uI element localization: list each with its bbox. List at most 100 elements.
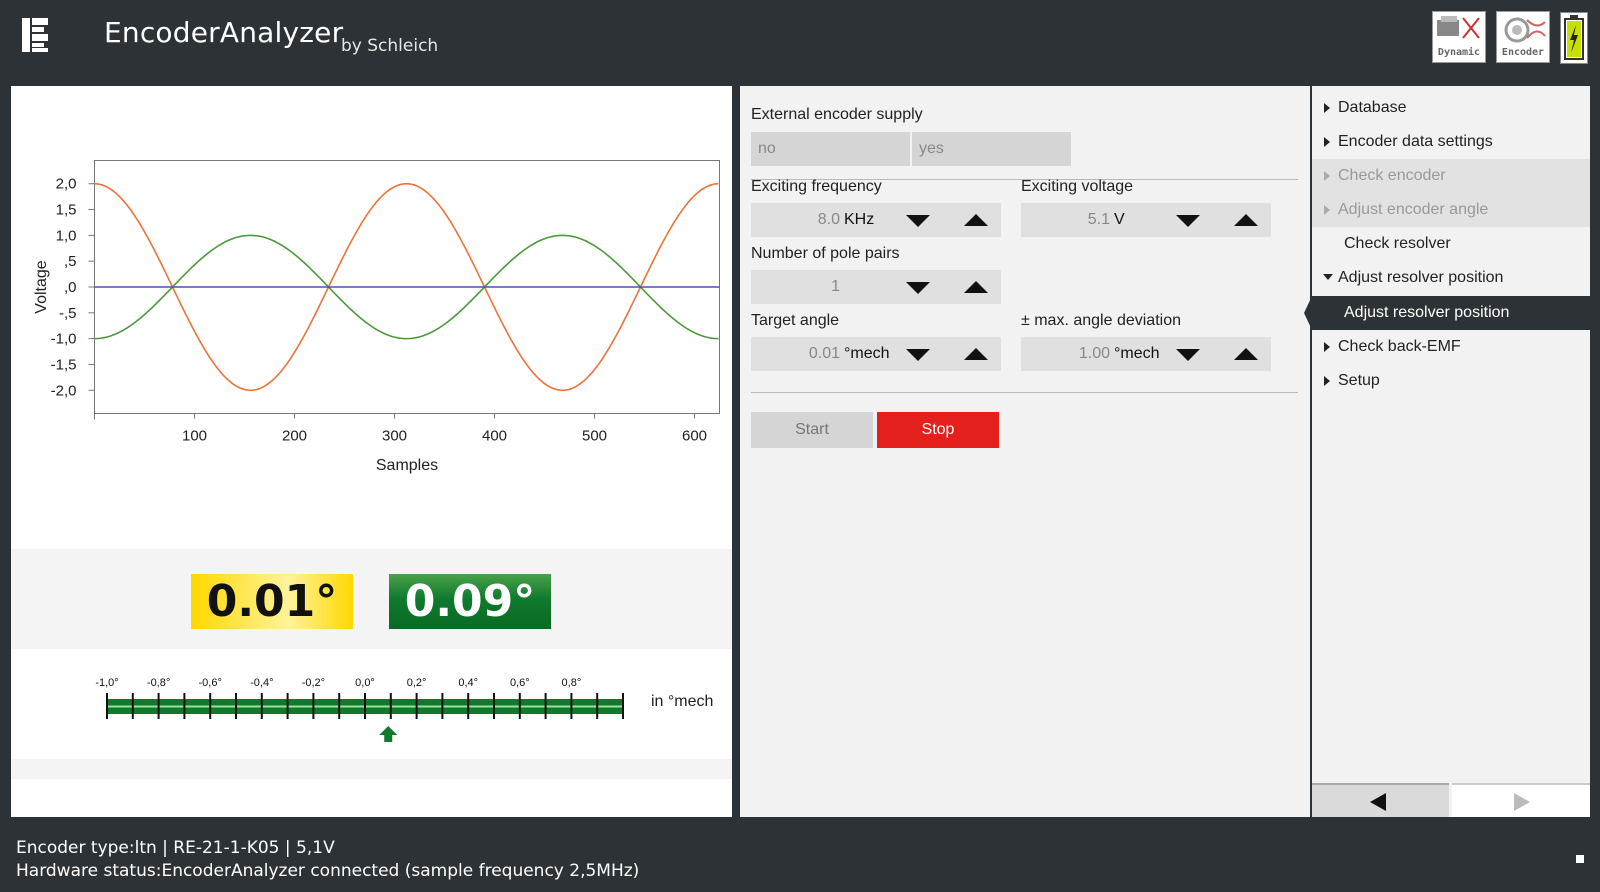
start-button[interactable]: Start <box>751 412 873 448</box>
target-angle-stepper[interactable]: 0.01 °mech <box>751 337 1001 371</box>
encoder-type-status: Encoder type:ltn | RE-21-1-K05 | 5,1V <box>16 838 335 858</box>
arrow-left-icon <box>1370 793 1386 811</box>
pole-label: Number of pole pairs <box>751 245 900 262</box>
dynamic-label: Dynamic <box>1437 47 1481 58</box>
encoder-label: Encoder <box>1501 47 1545 58</box>
scale-tick-label: 0,0° <box>355 677 375 689</box>
scale-tick-label: -0,4° <box>250 677 273 689</box>
nav-item-setup[interactable]: Setup <box>1312 364 1590 398</box>
status-bar: Encoder type:ltn | RE-21-1-K05 | 5,1V Ha… <box>16 837 639 883</box>
volt-unit: V <box>1114 211 1125 228</box>
deviation-readout: 0.09° <box>389 574 551 629</box>
freq-unit: KHz <box>844 211 875 228</box>
app-subtitle: by Schleich <box>341 36 439 56</box>
y-tick-label: ,5 <box>64 253 77 270</box>
scale-unit-label: in °mech <box>651 693 714 710</box>
nav-item-adjust-encoder-angle: Adjust encoder angle <box>1312 193 1590 227</box>
nav-item-check-resolver[interactable]: Check resolver <box>1344 235 1451 252</box>
dynamic-analyzer-button[interactable]: Dynamic <box>1432 11 1486 63</box>
chevron-down-icon <box>1323 274 1333 280</box>
navigation-panel: Database Encoder data settings Check enc… <box>1304 86 1590 817</box>
stop-button[interactable]: Stop <box>877 412 999 448</box>
x-tick-label: 400 <box>482 428 507 445</box>
angle-scale: -1,0° -0,8° -0,6° -0,4° -0,2° 0,0° 0,2° 0,4° 0,6… <box>11 649 732 759</box>
volt-decrease-icon[interactable] <box>1176 215 1200 227</box>
battery-icon <box>1560 12 1588 64</box>
x-tick-label: 500 <box>582 428 607 445</box>
x-tick-label: 200 <box>282 428 307 445</box>
nav-item-encoder-data-settings[interactable]: Encoder data settings <box>1312 125 1590 159</box>
target-angle-value: 0.01 <box>808 345 840 362</box>
freq-increase-icon[interactable] <box>964 214 988 226</box>
pole-value: 1 <box>831 278 840 295</box>
series-line-0 <box>94 182 719 392</box>
y-tick-label: -1,0 <box>51 331 77 348</box>
divider <box>751 392 1298 393</box>
divider <box>751 179 1298 180</box>
y-tick-label: 1,5 <box>56 202 77 219</box>
target-angle-readout: 0.01° <box>191 574 353 629</box>
nav-item-adjust-resolver-position[interactable]: Adjust resolver position <box>1312 261 1590 295</box>
y-tick-label: ,0 <box>64 279 77 296</box>
y-axis-label: Voltage <box>33 260 50 313</box>
back-button[interactable] <box>1312 783 1449 817</box>
target-increase-icon[interactable] <box>964 348 988 360</box>
freq-decrease-icon[interactable] <box>906 215 930 227</box>
nav-item-check-back-emf[interactable]: Check back-EMF <box>1312 330 1590 364</box>
chart-panel: 2,0 1,5 1,0 ,5 ,0 -,5 -1,0 -1,5 -2,0 100 200 300 40… <box>11 86 732 817</box>
x-tick-label: 600 <box>682 428 707 445</box>
hardware-status: Hardware status:EncoderAnalyzer connecte… <box>16 861 640 881</box>
freq-label: Exciting frequency <box>751 178 882 195</box>
volt-stepper[interactable]: 5.1 V <box>1021 203 1271 237</box>
app-title: EncoderAnalyzer <box>104 16 344 49</box>
volt-label: Exciting voltage <box>1021 178 1134 195</box>
y-tick-label: 1,0 <box>56 227 77 244</box>
settings-panel: External encoder supply no yes Exciting … <box>740 86 1310 817</box>
scale-tick-label: -0,8° <box>147 677 170 689</box>
scale-tick-label: -0,2° <box>302 677 325 689</box>
y-tick-label: 2,0 <box>56 176 77 193</box>
nav-item-database[interactable]: Database <box>1312 91 1590 125</box>
pole-decrease-icon[interactable] <box>906 282 930 294</box>
freq-value: 8.0 <box>817 211 840 228</box>
supply-label: External encoder supply <box>751 106 923 123</box>
chevron-right-icon <box>1324 205 1330 215</box>
chevron-right-icon <box>1324 342 1330 352</box>
readout-band: 0.01° 0.09° -1,0° -0,8° -0,6° -0,4° -0,2° 0,0… <box>11 549 732 779</box>
y-tick-label: -1,5 <box>51 356 77 373</box>
target-angle-unit: °mech <box>844 345 890 362</box>
pointer-arrow-icon <box>379 726 398 742</box>
deviation-increase-icon[interactable] <box>1234 348 1258 360</box>
deviation-decrease-icon[interactable] <box>1176 349 1200 361</box>
x-tick-label: 300 <box>382 428 407 445</box>
volt-value: 5.1 <box>1087 211 1110 228</box>
pole-increase-icon[interactable] <box>964 281 988 293</box>
supply-no-option[interactable]: no <box>751 132 910 166</box>
x-tick-label: 100 <box>182 428 207 445</box>
scale-tick-label: -0,6° <box>199 677 222 689</box>
chevron-right-icon <box>1324 137 1330 147</box>
volt-increase-icon[interactable] <box>1234 214 1258 226</box>
deviation-stepper[interactable]: 1.00 °mech <box>1021 337 1271 371</box>
target-decrease-icon[interactable] <box>906 349 930 361</box>
y-tick-label: -,5 <box>59 305 77 322</box>
deviation-value: 1.00 <box>1078 345 1110 362</box>
freq-stepper[interactable]: 8.0 KHz <box>751 203 1001 237</box>
scale-tick-label: 0,2° <box>407 677 427 689</box>
dynamic-icon <box>1437 16 1480 39</box>
scale-tick-label: 0,6° <box>510 677 530 689</box>
chevron-right-icon <box>1324 376 1330 386</box>
supply-yes-option[interactable]: yes <box>912 132 1071 166</box>
encoder-analyzer-button[interactable]: Encoder <box>1496 11 1550 63</box>
pole-stepper[interactable]: 1 <box>751 270 1001 304</box>
y-tick-label: -2,0 <box>51 382 77 399</box>
forward-button[interactable] <box>1452 783 1590 817</box>
app-header: EncoderAnalyzer by Schleich Dynamic Enco… <box>0 0 1600 86</box>
nav-item-adjust-resolver-position-active[interactable]: Adjust resolver position <box>1304 296 1590 330</box>
status-indicator <box>1576 855 1584 863</box>
scale-tick-label: 0,4° <box>458 677 478 689</box>
x-axis-label: Samples <box>376 457 438 474</box>
series-line-1 <box>94 234 719 340</box>
selection-notch <box>1304 296 1312 330</box>
nav-item-check-encoder: Check encoder <box>1312 159 1590 193</box>
